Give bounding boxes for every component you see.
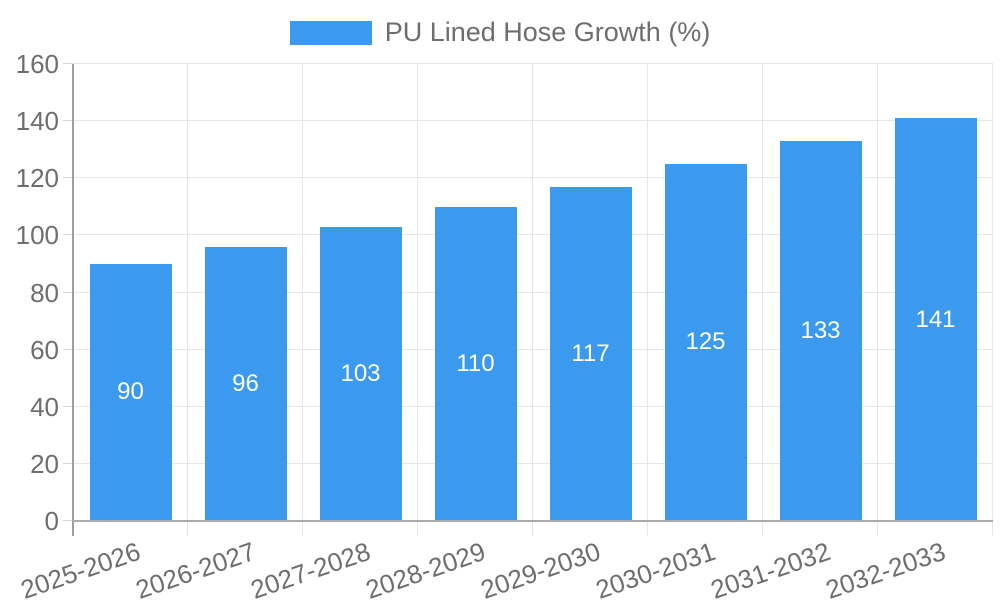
legend-label: PU Lined Hose Growth (%) xyxy=(384,17,711,47)
gridline-v xyxy=(302,64,303,536)
bar-value-label: 141 xyxy=(915,305,956,333)
gridline-h xyxy=(73,63,993,64)
y-axis-tick xyxy=(63,120,73,122)
bar: 90 xyxy=(89,263,172,521)
x-tick-label: 2025-2026 xyxy=(16,536,145,600)
bar: 110 xyxy=(434,206,517,521)
bar: 96 xyxy=(204,246,287,521)
plot-area: 0 20 40 60 80 100 120 140 160 90 2025-2026 96 2026-2… xyxy=(16,49,993,600)
bar: 103 xyxy=(319,226,402,521)
x-tick-label: 2031-2032 xyxy=(706,536,835,600)
y-tick-label: 0 xyxy=(44,506,59,536)
bar-value-label: 103 xyxy=(340,359,381,387)
y-tick-label: 140 xyxy=(15,106,59,137)
x-tick-label: 2027-2028 xyxy=(246,536,375,600)
gridline-h xyxy=(73,462,993,464)
y-tick-label: 160 xyxy=(15,49,59,79)
bar-value-label: 90 xyxy=(117,378,144,406)
gridline-v xyxy=(877,64,878,536)
bar: 125 xyxy=(664,163,747,521)
y-tick-label: 100 xyxy=(15,220,59,251)
gridline-h xyxy=(73,348,993,350)
y-axis-tick xyxy=(63,234,73,236)
gridline-h xyxy=(73,120,993,122)
gridline-v xyxy=(762,64,763,536)
gridline-h xyxy=(73,177,993,179)
gridline-v xyxy=(992,64,993,536)
x-tick-label: 2028-2029 xyxy=(361,536,490,600)
gridline-v xyxy=(647,64,648,536)
y-tick-label: 40 xyxy=(30,391,59,422)
legend-item[interactable]: PU Lined Hose Growth (%) xyxy=(0,17,1000,48)
gridline-h xyxy=(73,291,993,293)
gridline-v xyxy=(187,64,188,536)
bar: 133 xyxy=(779,141,862,521)
bar: 117 xyxy=(549,186,632,521)
bar-value-label: 133 xyxy=(800,317,841,345)
bar: 141 xyxy=(894,118,977,521)
y-axis-tick xyxy=(63,348,73,350)
gridline-v xyxy=(417,64,418,536)
gridline-h xyxy=(73,234,993,236)
x-tick-label: 2029-2030 xyxy=(476,536,605,600)
x-tick-label: 2032-2033 xyxy=(821,536,950,600)
y-axis-tick xyxy=(63,462,73,464)
bar-value-label: 117 xyxy=(571,339,610,367)
bar-value-label: 96 xyxy=(232,369,259,397)
y-axis-line xyxy=(72,64,74,536)
legend-swatch xyxy=(289,20,372,45)
bar-value-label: 125 xyxy=(685,328,726,356)
x-tick-label: 2030-2031 xyxy=(591,536,720,600)
y-axis-tick xyxy=(63,63,73,64)
y-tick-label: 120 xyxy=(15,163,59,194)
y-tick-label: 20 xyxy=(30,448,59,479)
gridline-v xyxy=(532,64,533,536)
y-axis-tick xyxy=(63,520,73,521)
x-tick-label: 2026-2027 xyxy=(131,536,260,600)
y-axis-tick xyxy=(63,291,73,293)
y-tick-label: 60 xyxy=(30,334,59,365)
y-axis-tick xyxy=(63,177,73,179)
y-axis-tick xyxy=(63,405,73,407)
gridline-h xyxy=(73,405,993,407)
x-axis-line xyxy=(73,520,993,522)
bar-value-label: 110 xyxy=(456,349,495,377)
y-tick-label: 80 xyxy=(30,277,59,308)
